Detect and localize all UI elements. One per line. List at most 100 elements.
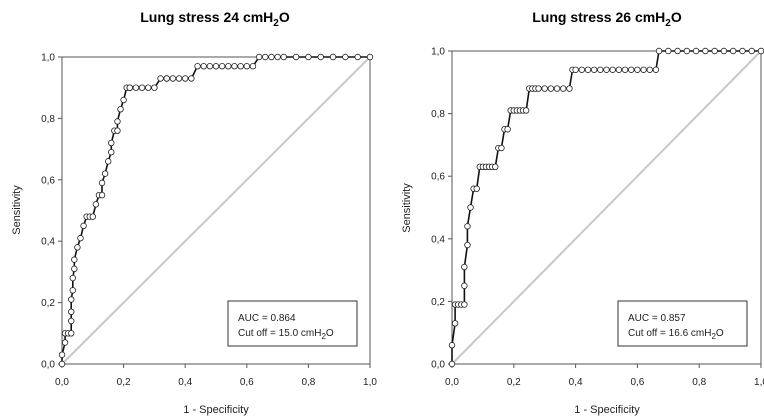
roc-point	[243, 63, 250, 70]
roc-point	[225, 63, 232, 70]
roc-point	[92, 201, 100, 208]
roc-point	[692, 47, 700, 55]
roc-point	[77, 234, 84, 242]
y-tick-label: 0,4	[41, 237, 55, 248]
roc-point	[274, 53, 281, 61]
roc-point	[748, 47, 755, 55]
roc-point	[145, 84, 152, 91]
chart-title: Lung stress 26 cmH2O	[532, 9, 682, 29]
roc-point	[212, 63, 220, 70]
roc-panel-lung-stress-24: Lung stress 24 cmH2O 0,0 0,2 0,4 0,6 0,8 1,0 0…	[11, 9, 377, 416]
roc-point	[615, 66, 623, 73]
roc-point	[292, 53, 300, 61]
roc-point	[566, 85, 573, 92]
x-tick-label: 0,2	[507, 377, 521, 388]
y-tick-label: 0,0	[41, 360, 55, 371]
roc-point	[448, 360, 456, 368]
roc-point	[108, 148, 115, 156]
roc-point	[188, 75, 195, 82]
roc-point	[683, 47, 691, 55]
roc-point	[249, 63, 257, 70]
axis-ticks: 0,0 0,2 0,4 0,6 0,8 1,0 0,0 0,2 0,4 0,6 0,8 1,0	[41, 53, 377, 389]
y-tick-label: 0,2	[431, 297, 445, 308]
roc-point	[169, 75, 177, 82]
y-tick-label: 1,0	[431, 47, 445, 58]
roc-point	[114, 127, 121, 134]
roc-point	[640, 66, 647, 73]
diagonal-reference-line	[451, 50, 762, 365]
x-tick-label: 0,0	[445, 377, 459, 388]
roc-point	[634, 66, 641, 73]
roc-point	[317, 53, 324, 61]
roc-point	[572, 66, 579, 73]
roc-point	[305, 53, 312, 61]
y-tick-label: 0,6	[431, 172, 445, 183]
cutoff-text: Cut off = 15.0 cmH2O	[238, 328, 334, 341]
diagonal-reference-line	[61, 56, 371, 365]
axis-ticks: 0,0 0,2 0,4 0,6 0,8 1,0 0,0 0,2 0,4 0,6 0,8 1,0	[431, 47, 764, 389]
roc-point	[68, 317, 75, 325]
roc-point	[473, 185, 480, 192]
roc-point	[329, 53, 337, 61]
x-tick-label: 1,0	[363, 377, 377, 388]
roc-curve	[448, 47, 764, 368]
roc-point	[464, 241, 471, 249]
x-tick-label: 0,0	[55, 377, 69, 388]
roc-point	[711, 47, 718, 55]
auc-text: AUC = 0.864	[238, 313, 296, 324]
y-tick-label: 0,8	[41, 114, 55, 125]
roc-point	[461, 263, 468, 271]
x-axis-label: 1 - Specificity	[574, 404, 640, 416]
roc-point	[498, 144, 505, 152]
chart-title: Lung stress 24 cmH2O	[140, 9, 290, 29]
y-tick-label: 0,2	[41, 298, 55, 309]
x-tick-label: 1,0	[754, 377, 764, 388]
y-tick-label: 0,4	[431, 234, 445, 245]
roc-point	[366, 53, 374, 61]
roc-point	[757, 47, 764, 55]
x-axis-label: 1 - Specificity	[183, 404, 249, 416]
roc-point	[553, 85, 561, 92]
x-tick-label: 0,8	[301, 377, 315, 388]
roc-point	[181, 75, 189, 82]
roc-point	[578, 66, 585, 73]
roc-point	[71, 265, 78, 273]
y-axis-label: Sensitivity	[11, 185, 23, 235]
roc-point	[739, 47, 746, 55]
roc-point	[126, 84, 133, 91]
roc-point	[98, 191, 106, 199]
y-tick-label: 0,6	[41, 175, 55, 186]
roc-point	[89, 213, 96, 220]
roc-point	[69, 287, 76, 294]
roc-point	[674, 47, 681, 55]
x-tick-label: 0,4	[178, 377, 192, 388]
roc-point	[117, 105, 124, 113]
roc-point	[655, 47, 663, 55]
roc-point	[108, 139, 115, 147]
roc-point	[255, 53, 263, 61]
roc-point	[451, 320, 459, 327]
roc-point	[621, 66, 629, 73]
roc-point	[101, 170, 109, 177]
roc-point	[163, 75, 170, 82]
roc-point	[541, 85, 548, 92]
roc-point	[628, 66, 635, 73]
roc-point	[646, 66, 653, 73]
roc-point	[132, 84, 140, 91]
y-tick-label: 0,8	[431, 109, 445, 120]
y-axis-label: Sensitivity	[401, 183, 413, 233]
roc-point	[522, 107, 530, 114]
roc-point	[665, 47, 672, 55]
roc-point	[280, 53, 287, 61]
roc-point	[104, 158, 112, 165]
roc-point	[268, 53, 275, 61]
roc-point	[218, 63, 226, 70]
auc-annotation-box: AUC = 0.857 Cut off = 16.6 cmH2O	[617, 300, 748, 347]
roc-point	[560, 85, 567, 92]
roc-point	[603, 66, 610, 73]
roc-point	[200, 63, 207, 70]
x-tick-label: 0,4	[569, 377, 583, 388]
roc-point	[206, 63, 214, 70]
roc-panel-lung-stress-26: Lung stress 26 cmH2O 0,0 0,2 0,4 0,6 0,8 1,0 0…	[401, 9, 764, 416]
